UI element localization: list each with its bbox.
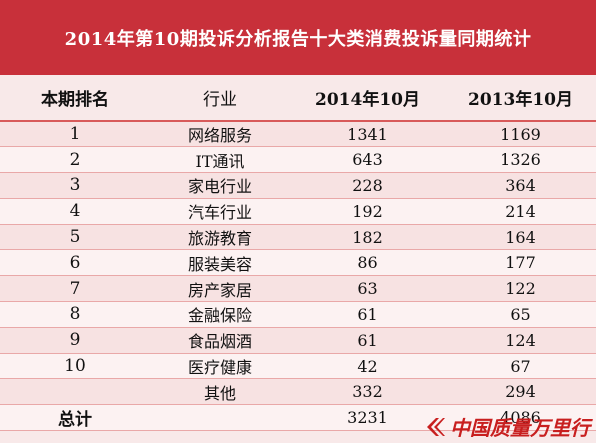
value-2013-cell: 177	[445, 249, 596, 277]
rank-cell: 9	[0, 327, 150, 354]
rank-cell	[0, 378, 150, 406]
value-2013-cell: 67	[445, 353, 596, 380]
value-2013-cell: 214	[445, 198, 596, 225]
header-rank: 本期排名	[0, 75, 150, 122]
header-2013: 2013年10月	[445, 75, 596, 122]
header-2014: 2014年10月	[290, 75, 445, 122]
value-2013-cell: 124	[445, 327, 596, 354]
table-row: 3 家电行业 228 364	[0, 172, 596, 199]
value-2013-cell: 364	[445, 172, 596, 199]
table-row: 4 汽车行业 192 214	[0, 198, 596, 225]
industry-cell: 网络服务	[150, 121, 290, 148]
watermark-logo-icon	[427, 417, 445, 436]
industry-cell: 金融保险	[150, 301, 290, 328]
value-2014-cell: 86	[290, 249, 445, 277]
rank-cell: 2	[0, 146, 150, 174]
industry-cell: IT通讯	[150, 146, 290, 174]
value-2013-cell: 294	[445, 378, 596, 406]
table-row: 5 旅游教育 182 164	[0, 224, 596, 251]
industry-cell: 医疗健康	[150, 353, 290, 380]
value-2013-cell: 1326	[445, 146, 596, 174]
header-industry: 行业	[150, 75, 290, 122]
industry-cell: 汽车行业	[150, 198, 290, 225]
industry-cell: 其他	[150, 378, 290, 406]
industry-cell: 家电行业	[150, 172, 290, 199]
value-2014-cell: 1341	[290, 121, 445, 148]
rank-cell: 5	[0, 224, 150, 251]
rank-cell: 10	[0, 353, 150, 380]
industry-cell: 服装美容	[150, 249, 290, 277]
rank-cell: 4	[0, 198, 150, 225]
total-empty-cell	[150, 404, 290, 432]
industry-cell: 旅游教育	[150, 224, 290, 251]
value-2014-cell: 61	[290, 301, 445, 328]
rank-cell: 8	[0, 301, 150, 328]
watermark-text: 中国质量万里行	[450, 416, 590, 440]
table-row: 9 食品烟酒 61 124	[0, 327, 596, 354]
table-row: 1 网络服务 1341 1169	[0, 121, 596, 148]
value-2014-cell: 228	[290, 172, 445, 199]
stats-table: 本期排名 行业 2014年10月 2013年10月 1 网络服务 1341 1169 2…	[0, 75, 596, 432]
value-2014-cell: 182	[290, 224, 445, 251]
total-2013-cell: 4086	[445, 404, 596, 432]
total-label-cell: 总计	[0, 404, 150, 432]
total-row: 总计 3231 4086	[0, 404, 596, 432]
value-2014-cell: 192	[290, 198, 445, 225]
rank-cell: 3	[0, 172, 150, 199]
rank-cell: 1	[0, 121, 150, 148]
industry-cell: 房产家居	[150, 275, 290, 303]
stats-table-container: 本期排名 行业 2014年10月 2013年10月 1 网络服务 1341 1169 2…	[0, 75, 596, 443]
table-row: 10 医疗健康 42 67	[0, 353, 596, 380]
value-2013-cell: 122	[445, 275, 596, 303]
table-title: 2014年第10期投诉分析报告十大类消费投诉量同期统计	[0, 0, 596, 75]
table-row: 其他 332 294	[0, 378, 596, 406]
table-body: 1 网络服务 1341 1169 2 IT通讯 643 1326 3 家电行业 228 364 4 汽车行…	[0, 121, 596, 432]
table-row: 6 服装美容 86 177	[0, 249, 596, 277]
value-2014-cell: 42	[290, 353, 445, 380]
value-2013-cell: 65	[445, 301, 596, 328]
value-2013-cell: 1169	[445, 121, 596, 148]
table-row: 7 房产家居 63 122	[0, 275, 596, 303]
rank-cell: 6	[0, 249, 150, 277]
watermark: 中国质量万里行	[424, 412, 590, 441]
table-row: 8 金融保险 61 65	[0, 301, 596, 328]
value-2013-cell: 164	[445, 224, 596, 251]
value-2014-cell: 643	[290, 146, 445, 174]
table-row: 2 IT通讯 643 1326	[0, 146, 596, 174]
total-2014-cell: 3231	[290, 404, 445, 432]
value-2014-cell: 332	[290, 378, 445, 406]
value-2014-cell: 61	[290, 327, 445, 354]
industry-cell: 食品烟酒	[150, 327, 290, 354]
rank-cell: 7	[0, 275, 150, 303]
table-header-row: 本期排名 行业 2014年10月 2013年10月	[0, 75, 596, 122]
value-2014-cell: 63	[290, 275, 445, 303]
